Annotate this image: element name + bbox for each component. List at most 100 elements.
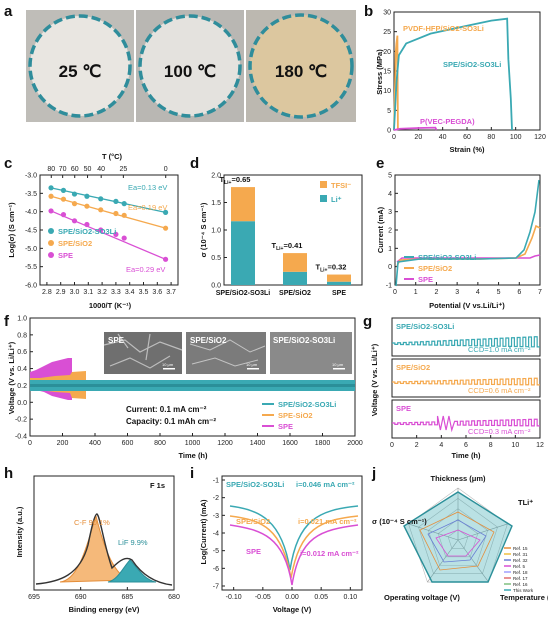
x-tick-label: 800 — [154, 440, 166, 447]
data-point — [162, 225, 169, 231]
radar-grid — [437, 518, 479, 558]
legend-label: Ref. 15 — [513, 546, 528, 551]
x-tick-label: 1000 — [185, 440, 201, 447]
data-point — [71, 191, 78, 197]
y-tick-label: 0.2 — [17, 383, 27, 390]
x-tick-label: 400 — [89, 440, 101, 447]
x-tick-label: 1200 — [217, 440, 233, 447]
series-label: SPE/SiO2 — [236, 517, 270, 526]
sem-inset-spe-sio2: SPE/SiO2 10 μm — [186, 332, 266, 374]
plot-frame — [394, 174, 541, 286]
radar-spoke — [427, 539, 459, 583]
data-point — [48, 185, 54, 191]
legend: SPE/SiO2-SO3Li SPE-SiO2 SPE — [262, 400, 336, 431]
panel-label-j: j — [371, 465, 376, 482]
x-tick-label: 0 — [28, 440, 32, 447]
panel-label-a: a — [4, 3, 13, 20]
membrane-disc — [138, 14, 242, 118]
y-axis-label: Stress (MPa) — [375, 49, 384, 95]
y-tick-label: -6.0 — [25, 283, 37, 290]
temp-label: 25 ℃ — [59, 62, 102, 81]
panel-label-g: g — [363, 313, 372, 330]
legend-label: SPE/SiO2 — [58, 239, 92, 248]
y-tick-label: -5.0 — [25, 246, 37, 253]
top-tick-label: 40 — [97, 166, 105, 173]
y-tick-label: 2.0 — [211, 173, 221, 180]
row-label: SPE/SiO2 — [396, 363, 430, 372]
series-line — [393, 126, 438, 131]
radar-axis-label: Temperature (°C) — [500, 593, 548, 602]
y-tick-label: -6 — [213, 566, 219, 573]
series-line — [393, 17, 513, 131]
x-axis-label: 1000/T (K⁻¹) — [89, 301, 132, 310]
y-tick-label: 0.5 — [211, 255, 221, 262]
x-tick-label: 0.10 — [344, 594, 358, 601]
x-axis-label: Voltage (V) — [273, 605, 312, 614]
radar-spoke — [457, 539, 489, 583]
x-tick-label: 3.1 — [83, 289, 93, 296]
x-tick-label: -0.10 — [226, 594, 242, 601]
legend-label: SPE — [418, 275, 433, 284]
y-axis-label: Log(σ) (S cm⁻¹) — [7, 202, 16, 258]
y-axis-label: Log(Current) (mA) — [199, 499, 208, 564]
tafel-curve — [229, 505, 359, 571]
top-tick-label: 50 — [84, 166, 92, 173]
y-tick-label: 10 — [383, 88, 391, 95]
x-tick-label: 1 — [414, 289, 418, 296]
y-tick-label: 20 — [383, 49, 391, 56]
radar-ref — [419, 511, 495, 571]
x-tick-label: 2.8 — [42, 289, 52, 296]
legend: TFSI⁻ Li⁺ — [320, 181, 351, 204]
data-point — [113, 210, 119, 217]
data-point — [121, 235, 127, 241]
y-axis-label: Current (mA) — [376, 206, 385, 253]
y-tick-label: -5.5 — [25, 264, 37, 271]
fit-line — [50, 187, 166, 214]
x-tick-label: 3.3 — [111, 289, 121, 296]
x-tick-label: 8 — [489, 442, 493, 449]
temp-label: 180 ℃ — [275, 62, 327, 81]
ccd-label: CCD=1.0 mA cm⁻² — [468, 345, 531, 354]
y-tick-label: -3 — [213, 513, 219, 520]
x-tick-label: 60 — [463, 134, 471, 141]
fit-line — [50, 210, 166, 260]
legend-label: SPE — [58, 251, 73, 260]
top-tick-label: 25 — [119, 166, 127, 173]
ea-label: Ea=0.19 eV — [128, 203, 167, 212]
y-tick-label: 0 — [387, 128, 391, 135]
y-tick-label: -0.4 — [15, 434, 27, 441]
radar-this-work — [403, 491, 513, 583]
transference-label: TLi+=0.32 — [316, 263, 347, 274]
panel-c-chart: T (°C) Log(σ) (S cm⁻¹) 1000/T (K⁻¹) 2.8 2… — [7, 152, 179, 310]
envelope — [35, 513, 173, 586]
radar-axis-label: Thickness (μm) — [430, 474, 486, 483]
subplot-frame — [391, 317, 541, 357]
capacity-annotation: Capacity: 0.1 mAh cm⁻² — [126, 417, 216, 426]
top-tick-label: 0 — [164, 166, 168, 173]
x-tick-label: 4 — [476, 289, 480, 296]
x-tick-label: 685 — [121, 594, 133, 601]
panel-h-chart: Intensity (a.u.) Binding energy (eV) F 1… — [15, 475, 180, 614]
data-point — [98, 207, 104, 213]
bar-tfsi — [231, 187, 255, 222]
x-tick-label: 2 — [434, 289, 438, 296]
top-axis-title: T (°C) — [102, 152, 123, 161]
x-tick-label: 2.9 — [56, 289, 66, 296]
panel-label-b: b — [364, 3, 373, 20]
bar-tfsi — [283, 253, 307, 272]
y-tick-label: -2 — [213, 495, 219, 502]
x-tick-label: 3 — [455, 289, 459, 296]
membrane-disc — [28, 14, 132, 118]
x-tick-label: 40 — [439, 134, 447, 141]
ea-label: Ea=0.29 eV — [126, 265, 165, 274]
x-tick-label: 1400 — [250, 440, 266, 447]
ea-label: Ea=0.13 eV — [128, 183, 167, 192]
data-point — [113, 198, 119, 204]
y-axis-label: Voltage (V vs. Li/Li⁺) — [370, 343, 379, 416]
current-label: i=0.021 mA cm⁻² — [298, 517, 357, 526]
bar-li — [327, 281, 351, 285]
panel-g-chart: Voltage (V vs. Li/Li⁺) Time (h) 0 2 4 6 8 10 1… — [370, 317, 544, 460]
subplot-frame — [391, 358, 541, 398]
y-tick-label: 1.0 — [17, 316, 27, 323]
y-axis-label: Voltage (V vs. Li/Li⁺) — [7, 341, 16, 414]
